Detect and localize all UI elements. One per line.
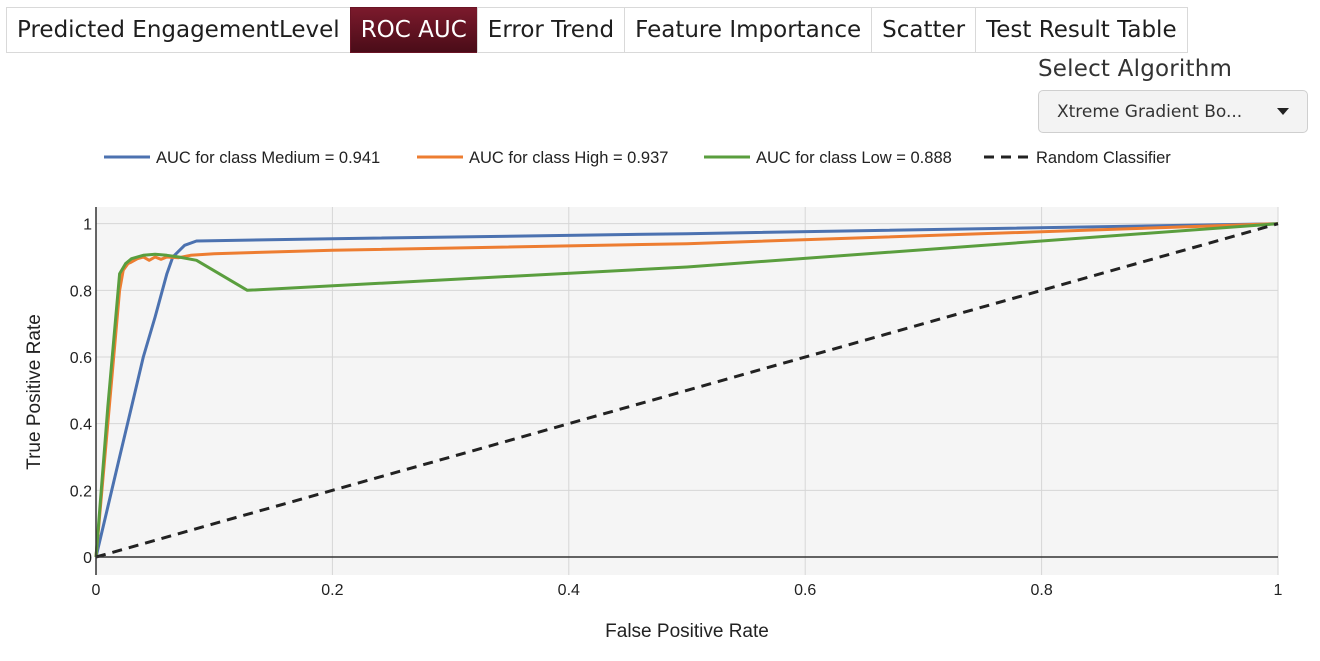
series-line-3	[95, 222, 1279, 559]
algorithm-dropdown[interactable]: Xtreme Gradient Bo...	[1038, 90, 1308, 133]
legend-label-0: AUC for class Medium = 0.941	[156, 149, 380, 167]
tab-error-trend[interactable]: Error Trend	[476, 7, 626, 53]
x-tick-label: 0.6	[794, 582, 816, 599]
y-tick-label: 1	[83, 217, 92, 234]
legend-label-3: Random Classifier	[1036, 149, 1171, 167]
chart-axes: 0 0.2 0.4 0.6 0.8 1 0 0.2 0.4 0.6 0.8 1	[70, 207, 1283, 599]
y-tick-label: 0.2	[70, 483, 92, 500]
y-tick-label: 0	[83, 550, 92, 567]
y-axis-label: True Positive Rate	[24, 314, 45, 470]
legend-label-1: AUC for class High = 0.937	[469, 149, 668, 167]
y-tick-label: 0.4	[70, 417, 92, 434]
x-tick-label: 0.2	[321, 582, 343, 599]
series-line-2	[94, 222, 1279, 558]
series-line-1	[94, 222, 1279, 558]
series-line-0	[94, 222, 1279, 558]
x-tick-label: 1	[1274, 582, 1283, 599]
x-tick-label: 0	[92, 582, 101, 599]
select-algorithm-label: Select Algorithm	[1038, 56, 1233, 82]
tab-bar: Predicted EngagementLevel ROC AUC Error …	[6, 7, 1188, 53]
legend-label-2: AUC for class Low = 0.888	[756, 149, 952, 167]
chart-legend: AUC for class Medium = 0.941 AUC for clas…	[104, 149, 1171, 167]
x-tick-label: 0.8	[1030, 582, 1052, 599]
x-tick-label: 0.4	[558, 582, 580, 599]
tab-scatter[interactable]: Scatter	[871, 7, 977, 53]
y-tick-label: 0.6	[70, 350, 92, 367]
tab-predicted-engagement-level[interactable]: Predicted EngagementLevel	[6, 7, 351, 53]
tab-test-result-table[interactable]: Test Result Table	[975, 7, 1188, 53]
algorithm-dropdown-value: Xtreme Gradient Bo...	[1057, 101, 1243, 122]
chart-series	[94, 222, 1279, 559]
tab-roc-auc[interactable]: ROC AUC	[349, 7, 478, 53]
y-tick-label: 0.8	[70, 283, 92, 300]
chevron-down-icon	[1277, 108, 1289, 115]
x-axis-label: False Positive Rate	[605, 621, 769, 642]
tab-feature-importance[interactable]: Feature Importance	[624, 7, 873, 53]
chart-grid	[96, 207, 1279, 575]
